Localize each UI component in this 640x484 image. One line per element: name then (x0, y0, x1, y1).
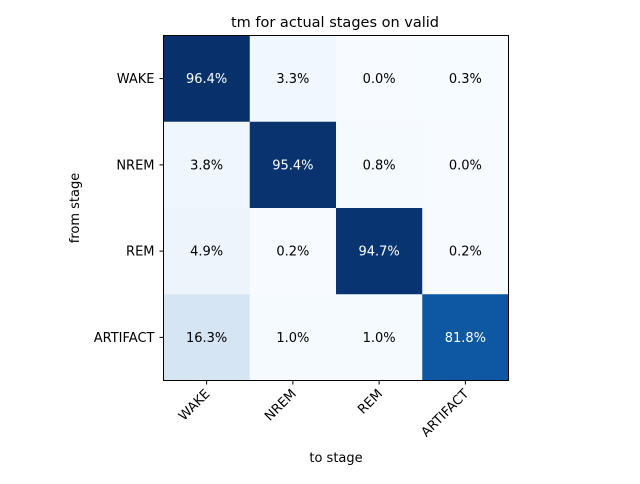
x-axis-label: to stage (309, 451, 362, 466)
heatmap-cell (163, 35, 251, 123)
x-tick-label: NREM (262, 387, 300, 425)
heatmap-cell (163, 294, 251, 381)
heatmap-cell (422, 35, 509, 123)
heatmap-cell (422, 294, 509, 381)
plot-frame (163, 35, 509, 381)
y-tick-label: NREM (116, 158, 154, 173)
heatmap-cell (336, 35, 423, 123)
heatmap-cell (249, 294, 337, 381)
x-tick-label: ARTIFACT (419, 387, 473, 441)
cell-value-label: 0.2% (276, 245, 309, 260)
heatmap-cells (163, 35, 509, 381)
heatmap-cell (163, 208, 251, 295)
cell-value-label: 81.8% (445, 331, 486, 346)
y-tick-label: REM (126, 245, 154, 260)
heatmap-cell (336, 208, 423, 295)
y-tick-label: ARTIFACT (94, 331, 155, 346)
cell-value-label: 4.9% (190, 245, 223, 260)
y-tick-label: WAKE (117, 72, 155, 87)
cell-value-label: 0.8% (363, 158, 396, 173)
cell-value-label: 3.3% (276, 72, 309, 87)
y-axis-ticks: WAKE NREM REM ARTIFACT (94, 72, 164, 346)
cell-value-label: 96.4% (186, 72, 227, 87)
heatmap-cell (336, 294, 423, 381)
cell-value-label: 95.4% (272, 158, 313, 173)
heatmap-cell (336, 121, 423, 209)
cell-value-label: 94.7% (358, 245, 399, 260)
heatmap-cell (422, 121, 509, 209)
cell-value-label: 0.3% (449, 72, 482, 87)
y-axis-label: from stage (68, 173, 83, 243)
cell-value-label: 0.0% (363, 72, 396, 87)
x-axis-ticks: WAKE NREM REM ARTIFACT (176, 380, 473, 441)
cell-value-label: 0.2% (449, 245, 482, 260)
heatmap-cell (163, 121, 251, 209)
cell-value-label: 1.0% (276, 331, 309, 346)
cell-value-label: 1.0% (363, 331, 396, 346)
heatmap-cell (249, 35, 337, 123)
heatmap-cell (422, 208, 509, 295)
cell-value-labels: 96.4% 3.3% 0.0% 0.3% 3.8% 95.4% 0.8% 0.0% 4.9% 0.… (186, 72, 486, 346)
x-tick-label: REM (355, 387, 386, 418)
cell-value-label: 3.8% (190, 158, 223, 173)
x-tick-label: WAKE (176, 387, 213, 424)
cell-value-label: 16.3% (186, 331, 227, 346)
heatmap-cell (249, 121, 337, 209)
heatmap-cell (249, 208, 337, 295)
chart-title: tm for actual stages on valid (231, 15, 439, 31)
cell-value-label: 0.0% (449, 158, 482, 173)
